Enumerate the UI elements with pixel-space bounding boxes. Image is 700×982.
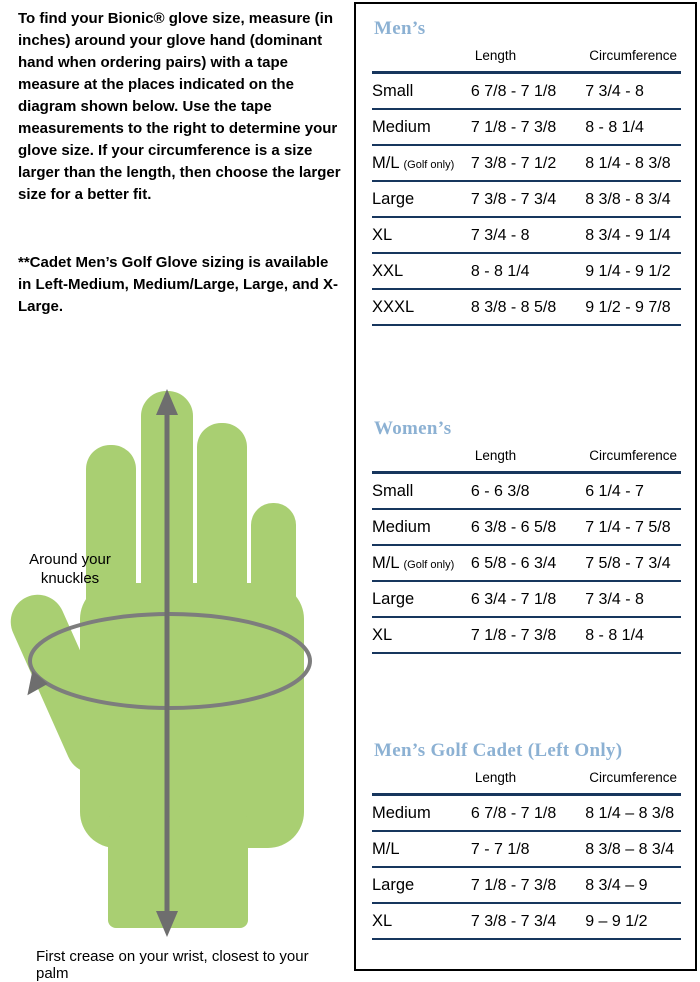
size-row: Medium 6 7/8 - 7 1/8 8 1/4 – 8 3/8 — [372, 794, 681, 832]
length-arrow-icon — [156, 389, 178, 937]
column-header-row: Length Circumference — [372, 766, 681, 796]
length-value: 7 1/8 - 7 3/8 — [470, 109, 586, 146]
circumference-column-header: Circumference — [585, 766, 681, 796]
size-label: XXXL — [372, 289, 471, 326]
circumference-value: 7 1/4 - 7 5/8 — [585, 509, 681, 546]
size-label: Small — [372, 72, 471, 110]
wrist-caption: First crease on your wrist, closest to y… — [36, 948, 309, 982]
length-value: 7 1/8 - 7 3/8 — [470, 617, 586, 654]
circumference-value: 8 1/4 - 8 3/8 — [585, 145, 681, 182]
length-column-header: Length — [470, 44, 586, 74]
size-row: XL 7 3/4 - 8 8 3/4 - 9 1/4 — [372, 217, 681, 254]
size-label: XXL — [372, 253, 471, 290]
column-header-row: Length Circumference — [372, 44, 681, 74]
size-row: M/L 7 - 7 1/8 8 3/8 – 8 3/4 — [372, 831, 681, 868]
length-value: 8 3/8 - 8 5/8 — [470, 289, 586, 326]
knuckles-label: Around your knuckles — [29, 551, 111, 587]
size-row: Large 6 3/4 - 7 1/8 7 3/4 - 8 — [372, 581, 681, 618]
circumference-value: 8 3/4 – 9 — [585, 867, 681, 904]
size-label: Medium — [372, 794, 471, 832]
circumference-column-header: Circumference — [585, 444, 681, 474]
size-label: Medium — [372, 509, 471, 546]
circumference-value: 7 3/4 - 8 — [585, 72, 681, 110]
size-column-header — [372, 444, 471, 474]
size-row: Small 6 7/8 - 7 1/8 7 3/4 - 8 — [372, 72, 681, 110]
size-row: Medium 6 3/8 - 6 5/8 7 1/4 - 7 5/8 — [372, 509, 681, 546]
size-row: Large 7 3/8 - 7 3/4 8 3/8 - 8 3/4 — [372, 181, 681, 218]
circumference-value: 8 - 8 1/4 — [585, 617, 681, 654]
length-column-header: Length — [470, 766, 586, 796]
size-row: Large 7 1/8 - 7 3/8 8 3/4 – 9 — [372, 867, 681, 904]
length-value: 6 7/8 - 7 1/8 — [470, 794, 586, 832]
womens-table-title: Women’s — [374, 418, 452, 439]
size-label: XL — [372, 903, 471, 940]
instructions-column: To find your Bionic® glove size, measure… — [0, 10, 354, 982]
size-column-header — [372, 766, 471, 796]
mens-table-title: Men’s — [374, 18, 426, 39]
size-row: XL 7 1/8 - 7 3/8 8 - 8 1/4 — [372, 617, 681, 654]
size-column-header — [372, 44, 471, 74]
size-row: XXL 8 - 8 1/4 9 1/4 - 9 1/2 — [372, 253, 681, 290]
size-row: XL 7 3/8 - 7 3/4 9 – 9 1/2 — [372, 903, 681, 940]
size-chart-panel: Men’s Length Circumference Small 6 7 — [354, 2, 697, 971]
size-label: XL — [372, 617, 471, 654]
cadet-size-table: Length Circumference Medium 6 7/8 - 7 1/… — [372, 766, 681, 940]
circumference-value: 8 3/8 - 8 3/4 — [585, 181, 681, 218]
hand-measurement-diagram: Around your knuckles First crease on you… — [0, 383, 354, 982]
size-label: M/L (Golf only) — [372, 145, 471, 182]
sizing-instructions-text: To find your Bionic® glove size, measure… — [18, 10, 341, 203]
circumference-value: 8 3/8 – 8 3/4 — [585, 831, 681, 868]
length-value: 7 3/8 - 7 3/4 — [470, 181, 586, 218]
womens-table-section: Women’s Length Circumference Small 6 — [372, 418, 681, 654]
circumference-value: 9 – 9 1/2 — [585, 903, 681, 940]
size-note: (Golf only) — [403, 159, 455, 171]
length-value: 6 5/8 - 6 3/4 — [470, 545, 586, 582]
length-value: 7 3/8 - 7 3/4 — [470, 903, 586, 940]
length-value: 7 1/8 - 7 3/8 — [470, 867, 586, 904]
mens-table-section: Men’s Length Circumference Small 6 7 — [372, 18, 681, 326]
length-value: 7 3/4 - 8 — [470, 217, 586, 254]
length-value: 8 - 8 1/4 — [470, 253, 586, 290]
size-row: M/L (Golf only) 7 3/8 - 7 1/2 8 1/4 - 8 … — [372, 145, 681, 182]
size-label: Medium — [372, 109, 471, 146]
circumference-column-header: Circumference — [585, 44, 681, 74]
hand-illustration — [10, 389, 312, 937]
circumference-value: 8 1/4 – 8 3/8 — [585, 794, 681, 832]
womens-size-table: Length Circumference Small 6 - 6 3/8 6 1… — [372, 444, 681, 654]
circumference-value: 7 3/4 - 8 — [585, 581, 681, 618]
cadet-sizing-note: **Cadet Men’s Golf Glove sizing is avail… — [18, 254, 339, 315]
size-label: Large — [372, 181, 471, 218]
size-row: Medium 7 1/8 - 7 3/8 8 - 8 1/4 — [372, 109, 681, 146]
size-label: Large — [372, 581, 471, 618]
circumference-value: 9 1/4 - 9 1/2 — [585, 253, 681, 290]
mens-size-table: Length Circumference Small 6 7/8 - 7 1/8… — [372, 44, 681, 326]
size-label: M/L — [372, 831, 471, 868]
circumference-arrow-icon — [27, 612, 312, 710]
circumference-value: 8 - 8 1/4 — [585, 109, 681, 146]
size-row: XXXL 8 3/8 - 8 5/8 9 1/2 - 9 7/8 — [372, 289, 681, 326]
length-column-header: Length — [470, 444, 586, 474]
column-header-row: Length Circumference — [372, 444, 681, 474]
length-value: 6 - 6 3/8 — [470, 472, 586, 510]
size-note: (Golf only) — [403, 559, 455, 571]
size-row: M/L (Golf only) 6 5/8 - 6 3/4 7 5/8 - 7 … — [372, 545, 681, 582]
cadet-table-section: Men’s Golf Cadet (Left Only) Length Circ… — [372, 740, 681, 940]
length-value: 7 3/8 - 7 1/2 — [470, 145, 586, 182]
circumference-value: 8 3/4 - 9 1/4 — [585, 217, 681, 254]
size-label: Small — [372, 472, 471, 510]
circumference-value: 9 1/2 - 9 7/8 — [585, 289, 681, 326]
circumference-value: 7 5/8 - 7 3/4 — [585, 545, 681, 582]
length-value: 6 3/8 - 6 5/8 — [470, 509, 586, 546]
cadet-table-title: Men’s Golf Cadet (Left Only) — [374, 740, 623, 761]
size-label: M/L (Golf only) — [372, 545, 471, 582]
size-label: Large — [372, 867, 471, 904]
hand-shape — [10, 391, 304, 928]
size-row: Small 6 - 6 3/8 6 1/4 - 7 — [372, 472, 681, 510]
length-value: 7 - 7 1/8 — [470, 831, 586, 868]
length-value: 6 3/4 - 7 1/8 — [470, 581, 586, 618]
length-value: 6 7/8 - 7 1/8 — [470, 72, 586, 110]
size-label: XL — [372, 217, 471, 254]
circumference-value: 6 1/4 - 7 — [585, 472, 681, 510]
